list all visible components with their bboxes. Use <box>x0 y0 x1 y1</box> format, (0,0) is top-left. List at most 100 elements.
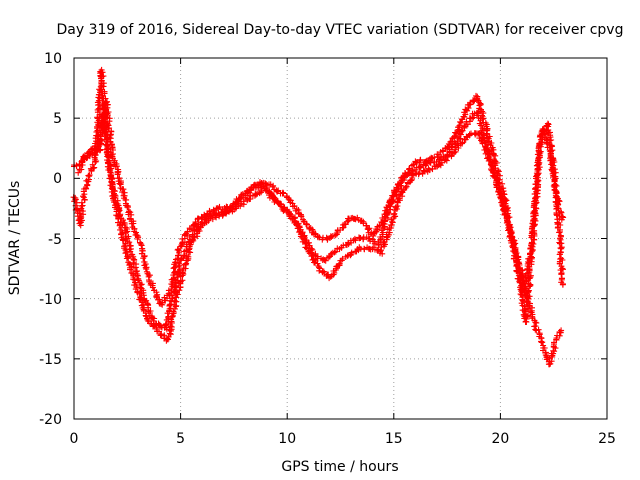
data-point <box>179 239 186 246</box>
data-point <box>463 133 470 140</box>
data-point <box>492 152 499 159</box>
data-point <box>416 164 423 170</box>
data-point <box>73 199 80 206</box>
chart-title: Day 319 of 2016, Sidereal Day-to-day VTE… <box>57 22 624 38</box>
data-point <box>533 319 540 326</box>
data-point <box>366 225 373 232</box>
data-point <box>551 187 558 194</box>
x-tick-label: 20 <box>491 431 509 447</box>
data-point <box>389 197 396 203</box>
data-point <box>127 243 134 250</box>
data-point <box>76 163 83 169</box>
data-point <box>114 171 121 178</box>
data-point <box>182 261 188 268</box>
data-point <box>207 213 214 220</box>
data-point <box>537 136 544 143</box>
data-point <box>304 221 310 228</box>
data-point <box>448 144 455 151</box>
data-point <box>287 211 294 218</box>
data-point <box>134 276 141 283</box>
y-tick-label: 5 <box>53 111 62 127</box>
data-point <box>417 157 424 164</box>
data-point <box>559 213 566 220</box>
grid-layer <box>74 58 607 419</box>
data-point <box>524 292 531 299</box>
data-point <box>490 169 497 176</box>
data-point <box>121 221 128 228</box>
data-point <box>458 120 465 126</box>
data-point <box>116 207 123 214</box>
data-point <box>123 229 130 236</box>
data-point <box>103 98 110 105</box>
data-point <box>123 255 130 262</box>
data-point <box>150 317 157 324</box>
data-point <box>401 177 407 184</box>
data-point <box>117 212 123 219</box>
data-point <box>210 206 217 213</box>
data-point <box>173 256 179 263</box>
data-point <box>169 295 176 302</box>
data-point <box>526 275 533 282</box>
data-point <box>557 267 564 274</box>
data-point <box>339 255 346 262</box>
data-point <box>530 209 537 216</box>
data-point <box>116 180 123 187</box>
y-tick-label: 0 <box>53 171 62 187</box>
data-point <box>143 266 150 273</box>
data-point <box>426 167 433 174</box>
x-tick-label: 10 <box>278 431 296 447</box>
data-point <box>268 190 275 197</box>
data-point <box>126 208 132 215</box>
y-tick-label: -15 <box>39 352 62 368</box>
y-tick-label: -10 <box>39 292 62 308</box>
data-point <box>101 132 108 139</box>
data-point <box>123 249 130 256</box>
data-point <box>332 248 339 255</box>
data-point <box>93 143 100 150</box>
data-point <box>351 235 358 242</box>
data-point <box>556 229 563 236</box>
data-point <box>111 194 118 201</box>
data-point <box>403 183 410 190</box>
data-point <box>179 269 186 276</box>
data-point <box>325 254 332 261</box>
data-point <box>380 239 387 246</box>
data-point <box>530 236 537 243</box>
x-axis-title: GPS time / hours <box>281 459 398 475</box>
data-point <box>134 289 141 296</box>
data-point <box>381 217 388 224</box>
data-point <box>501 191 508 198</box>
data-point <box>377 248 384 255</box>
data-points-layer <box>70 66 567 368</box>
data-point <box>100 83 107 90</box>
data-point <box>306 225 313 232</box>
data-point <box>186 225 193 232</box>
data-point <box>104 104 111 111</box>
data-point <box>440 148 447 155</box>
data-point <box>357 235 364 241</box>
data-point <box>130 259 137 266</box>
data-point <box>112 163 119 170</box>
data-point <box>331 249 338 256</box>
series-markers <box>75 95 566 325</box>
x-tick-label: 5 <box>176 431 185 447</box>
data-point <box>216 203 223 210</box>
data-point <box>135 277 142 284</box>
data-point <box>134 236 141 242</box>
data-point <box>271 196 278 203</box>
data-point <box>498 194 505 201</box>
data-point <box>98 69 105 76</box>
data-point <box>558 327 565 334</box>
data-point <box>89 161 96 168</box>
data-point <box>533 327 540 334</box>
data-point <box>239 191 246 198</box>
data-point <box>127 245 134 252</box>
data-point <box>85 172 92 179</box>
data-point <box>513 267 520 274</box>
data-point <box>79 202 86 209</box>
data-point <box>422 161 429 168</box>
x-tick-label: 0 <box>70 431 79 447</box>
data-point <box>328 251 335 258</box>
data-point <box>176 287 183 294</box>
data-point <box>90 165 97 172</box>
